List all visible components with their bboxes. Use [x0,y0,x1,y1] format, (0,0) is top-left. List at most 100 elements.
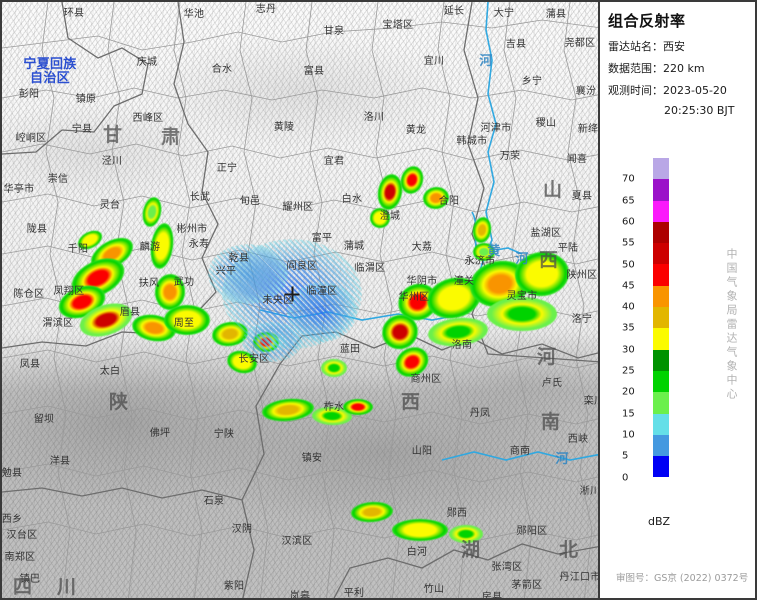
map-label-county: 乾县 [228,253,250,264]
map-label-county: 稷山 [535,118,557,129]
meta-time-value: 2023-05-20 [663,84,727,97]
map-approval-number: 审图号：GS京 (2022) 0372号 [616,573,749,584]
map-label-county: 南郑区 [4,552,36,563]
colorbar-band->70 [653,158,669,180]
radar-map-panel[interactable]: 环县 华池 志丹 甘泉 宝塔区 延长 大宁 蒲县 庆城 合水 富县 洛川 宜川 吉县 尧都区 乡宁 襄汾 镇原 西峰… [0,0,600,600]
radar-echo-cell [487,297,557,331]
map-label-province: 川 [56,576,80,598]
meta-station-label: 雷达站名： [608,40,663,53]
map-label-county: 白河 [406,547,428,558]
map-label-county: 宜川 [423,56,445,67]
map-label-county: 灵宝市 [506,291,538,302]
map-label-county: 汉阴 [231,524,253,535]
map-label-county: 蒲县 [545,9,567,20]
map-label-county: 凤翔区 [53,286,85,297]
meta-station: 雷达站名：西安 [608,38,685,54]
map-label-county: 环县 [63,8,85,19]
map-label-county: 闻喜 [566,154,588,165]
map-label-county: 镇巴 [19,574,41,585]
colorbar-band-35-40 [653,307,669,329]
map-label-county: 万荣 [499,151,521,162]
colorbar-band-15-20 [653,392,669,414]
colorbar-tick-60: 60 [622,216,635,228]
map-label-county: 黄龙 [405,125,427,136]
map-label-county: 丹江口市 [559,572,600,583]
radar-echo-cell [449,525,483,543]
map-label-county: 太白 [99,366,121,377]
map-label-county: 华池 [183,9,205,20]
colorbar-tick-10: 10 [622,429,635,441]
map-label-county: 柞水 [323,402,345,413]
map-label-county: 潼关 [453,276,475,287]
map-label-county: 佛坪 [149,428,171,439]
map-label-county: 石泉 [203,496,225,507]
map-label-county: 合水 [211,64,233,75]
map-label-county: 乡宁 [521,76,543,87]
map-label-county: 宁县 [71,124,93,135]
map-label-county: 庆城 [136,57,158,68]
map-label-county: 卢氏 [541,378,563,389]
map-label-county: 白水 [341,194,363,205]
colorbar-tick-40: 40 [622,301,635,313]
map-label-province: 陕 [108,391,132,413]
colorbar-band-60-65 [653,200,669,222]
colorbar-tick-45: 45 [622,280,635,292]
map-label-county: 华阴市 [406,276,438,287]
map-label-county: 灵台 [99,200,121,211]
map-label-county: 丹凤 [469,408,491,419]
radar-echo-cell [370,208,390,228]
map-label-county: 夏县 [571,191,593,202]
map-label-county: 正宁 [216,163,238,174]
map-label-county: 镇安 [301,453,323,464]
map-label-county: 河津市 [480,123,512,134]
meta-range: 数据范围：220 km [608,60,705,76]
map-label-county: 郧西 [446,508,468,519]
map-label-province: 西 [400,391,424,413]
colorbar-band-10-15 [653,413,669,435]
colorbar-band-45-50 [653,264,669,286]
map-label-river: 黄 [487,244,501,259]
map-label-county: 武功 [173,277,195,288]
map-label-county: 临潼区 [306,286,338,297]
map-label-county: 永寿 [188,239,210,250]
map-label-county: 商南 [509,446,531,457]
map-label-county: 华州区 [398,292,430,303]
map-label-county: 崇信 [47,174,69,185]
meta-time-label: 观测时间： [608,84,663,97]
map-label-county: 平利 [343,588,365,599]
radar-echo-cell [164,305,210,335]
colorbar-tick-70: 70 [622,173,635,185]
product-title: 组合反射率 [608,12,686,30]
map-label-province: 甘 [102,124,126,146]
colorbar-band-20-25 [653,370,669,393]
colorbar-tick-20: 20 [622,386,635,398]
colorbar-tick-55: 55 [622,237,635,249]
map-label-county: 吉县 [505,39,527,50]
map-label-province: 四 [12,576,36,598]
terrain-shading-south [2,332,598,598]
map-label-county: 蒲城 [343,241,365,252]
colorbar-tick-25: 25 [622,365,635,377]
map-label-county: 镇原 [75,94,97,105]
radar-echo-cell [343,399,373,415]
map-label-county: 盐湖区 [530,228,562,239]
map-label-county: 尧都区 [564,38,596,49]
map-label-county: 商州区 [410,374,442,385]
map-label-county: 大宁 [493,8,515,19]
map-label-province: 南 [540,411,564,433]
map-label-county: 陕州区 [566,270,598,281]
map-label-county: 澄城 [379,211,401,222]
map-label-county: 华亭市 [3,184,35,195]
map-label-county: 旬邑 [239,196,261,207]
meta-time: 观测时间：2023-05-20 [608,82,727,98]
colorbar-units-label: dBZ [648,515,671,528]
map-label-county: 西峡 [567,434,589,445]
map-label-county: 彭阳 [18,89,40,100]
map-label-county: 合阳 [438,196,460,207]
colorbar-band-25-30 [653,349,669,371]
map-label-county: 宝塔区 [382,20,414,31]
map-label-county: 栾川 [583,396,598,407]
map-label-county: 泾川 [101,156,123,167]
map-label-county: 西峰区 [132,113,164,124]
